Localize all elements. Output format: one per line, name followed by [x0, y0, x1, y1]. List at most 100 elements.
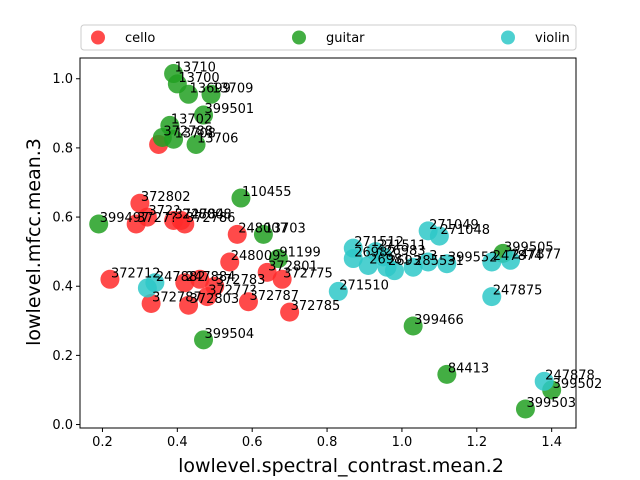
x-tick-label: 1.4 [541, 435, 562, 450]
point-label: 13710 [175, 61, 216, 76]
violin-point [328, 281, 348, 301]
y-axis-label: lowlevel.mfcc.mean.3 [23, 138, 45, 346]
point-label: 84413 [448, 361, 489, 376]
violin-point [437, 254, 457, 274]
point-label: 399552 [448, 251, 498, 266]
y-tick-label: 1.0 [52, 72, 73, 87]
point-label: 13708 [175, 126, 216, 141]
point-label: 13699 [190, 81, 231, 96]
cello-point [280, 302, 300, 322]
point-label: 3727? [137, 211, 177, 226]
guitar-point [231, 188, 251, 208]
violin-point [384, 261, 404, 281]
cello-point [197, 287, 217, 307]
x-axis-label: lowlevel.spectral_contrast.mean.2 [178, 455, 504, 477]
x-tick-label: 1.0 [392, 435, 413, 450]
y-tick-label: 0.0 [52, 418, 73, 433]
cello-point [190, 269, 210, 289]
point-label: 372787 [249, 289, 299, 304]
legend-entry-guitar: guitar [326, 31, 365, 46]
guitar-point [437, 364, 457, 384]
guitar-point [268, 249, 288, 269]
point-label: 399504 [205, 327, 255, 342]
point-label: 13703 [264, 221, 305, 236]
point-label: 372785 [291, 299, 341, 314]
point-label: 372784 [175, 208, 225, 223]
violin-point [358, 255, 378, 275]
point-label: 285531 [414, 254, 464, 269]
point-label: 248007 [238, 221, 288, 236]
data-points [89, 64, 562, 419]
legend-box [80, 24, 577, 51]
guitar-point [515, 399, 535, 419]
point-label: 37277? [208, 284, 256, 299]
point-label: 26982 [354, 246, 395, 261]
point-label: 372803 [190, 292, 240, 307]
point-label: 247877 [511, 247, 561, 262]
point-label: 26981 [369, 252, 410, 267]
violin-point [418, 252, 438, 272]
plot-area [79, 57, 577, 429]
legend-entry-cello: cello [125, 31, 155, 46]
violin-point [403, 257, 423, 277]
violin-point [482, 252, 502, 272]
legend-entry-violin: violin [535, 31, 570, 46]
guitar-point [89, 214, 109, 234]
point-label: 248009 [231, 249, 281, 264]
point-label: 247882 [156, 270, 206, 285]
cello-point [179, 295, 199, 315]
cello-point [126, 214, 146, 234]
point-label: 399505 [504, 240, 554, 255]
point-label: 399466 [414, 313, 464, 328]
point-label: 399502 [553, 377, 603, 392]
guitar-point [201, 84, 221, 104]
point-label: 13700 [178, 71, 219, 86]
legend-marker-cello [91, 30, 105, 45]
point-label: 372712 [111, 266, 161, 281]
cello-point [272, 269, 292, 289]
point-label: 372775 [283, 266, 333, 281]
x-tick-label: 1.2 [466, 435, 487, 450]
violin-point [429, 226, 449, 246]
violin-point [534, 371, 554, 391]
x-tick-label: 0.8 [317, 435, 338, 450]
point-label: 372786 [186, 211, 236, 226]
y-tick-label: 0.8 [52, 141, 73, 156]
point-label: 248008 [182, 208, 232, 223]
plot-frame [79, 57, 577, 429]
violin-point [343, 249, 363, 269]
cello-point [141, 294, 161, 314]
point-label: 3 [429, 249, 437, 264]
guitar-point [164, 129, 184, 149]
cello-point [175, 214, 195, 234]
cello-point [227, 224, 247, 244]
guitar-point [194, 105, 214, 125]
point-label: 372801 [268, 259, 318, 274]
point-label: 271512 [354, 235, 404, 250]
cello-point [175, 273, 195, 293]
point-label: 372? [148, 204, 180, 219]
point-label: 247884 [186, 270, 236, 285]
x-tick-label: 0.4 [167, 435, 188, 450]
point-label: 399503 [526, 396, 576, 411]
point-label: 247878 [545, 368, 595, 383]
point-label: 372802 [141, 190, 191, 205]
cello-point [238, 292, 258, 312]
legend-marker-guitar [292, 30, 306, 45]
point-label: 13709 [212, 81, 253, 96]
point-label: 271510 [339, 278, 389, 293]
y-tick-label: 0.2 [52, 349, 73, 364]
point-label: 13706 [197, 131, 238, 146]
legend-marker-violin [501, 30, 515, 45]
point-label: 271048 [440, 223, 490, 238]
point-label: 2693 [388, 254, 421, 269]
guitar-point [186, 134, 206, 154]
point-label: 271049 [429, 218, 479, 233]
point-label: 271511 [377, 239, 427, 254]
cello-point [220, 252, 240, 272]
point-label: 13702 [171, 112, 212, 127]
y-tick-label: 0.4 [52, 280, 73, 295]
axis-ticks: 0.2 0.4 0.6 0.8 1.0 1.2 1.4 0.0 0.2 0.4 0.6 0.8 1.0 [52, 72, 562, 450]
